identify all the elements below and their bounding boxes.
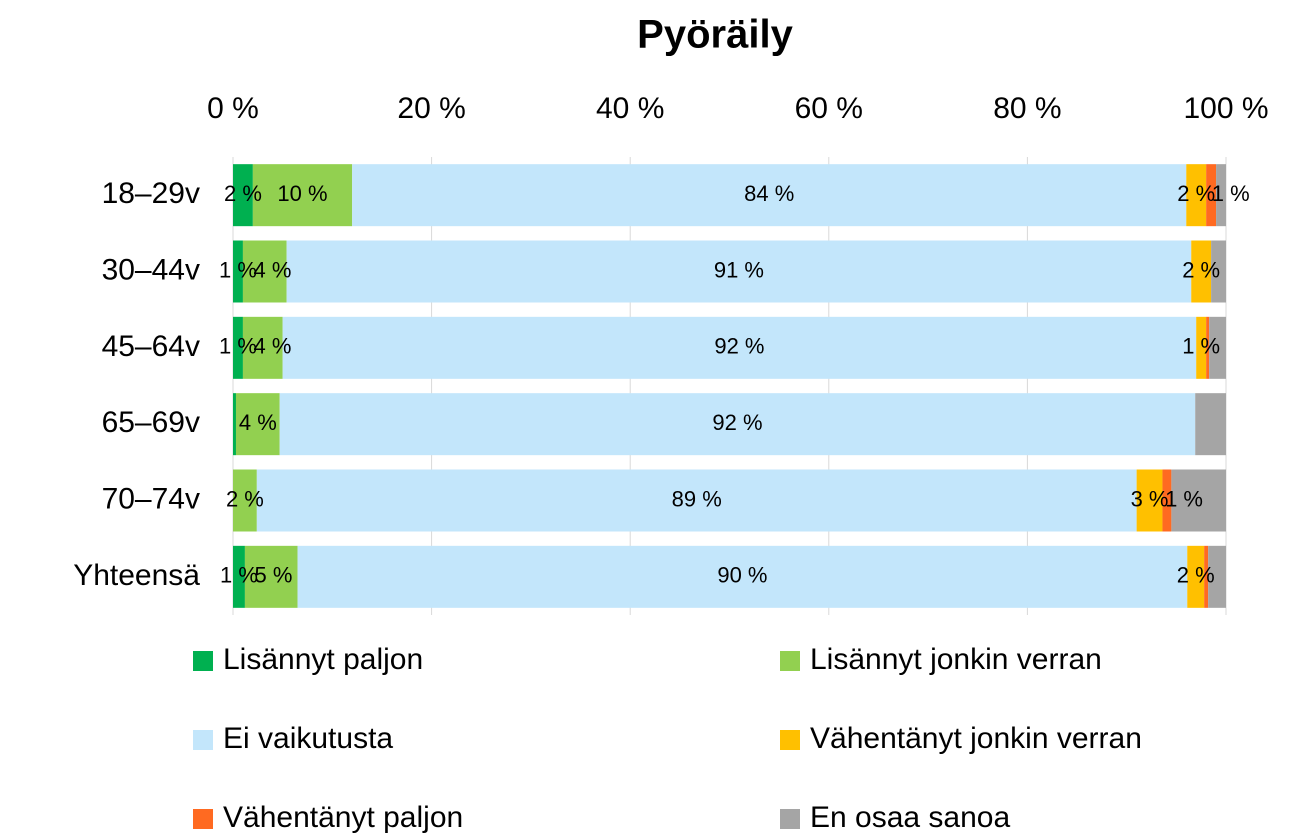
bar-segment bbox=[233, 545, 245, 608]
bar-segment bbox=[1204, 545, 1209, 608]
bar-segment bbox=[1216, 164, 1226, 227]
data-label: 84 % bbox=[744, 181, 794, 206]
data-label: 92 % bbox=[714, 334, 764, 359]
bar-segment bbox=[1206, 164, 1217, 227]
data-label: 4 % bbox=[254, 257, 292, 282]
y-tick-label: 65–69v bbox=[102, 406, 200, 439]
bar-segment bbox=[1136, 469, 1163, 532]
data-label: 2 % bbox=[226, 486, 264, 511]
data-label: 2 % bbox=[1182, 257, 1220, 282]
y-tick-label: 70–74v bbox=[102, 482, 200, 515]
data-label: 1 % bbox=[219, 334, 257, 359]
x-tick-label: 20 % bbox=[397, 92, 465, 125]
bar-segment bbox=[252, 164, 353, 227]
chart-title: Pyöräily bbox=[637, 13, 793, 57]
x-tick-label: 80 % bbox=[993, 92, 1061, 125]
data-label: 91 % bbox=[714, 257, 764, 282]
bar-segment bbox=[297, 545, 1188, 608]
bar-segment bbox=[256, 469, 1137, 532]
bar-segment bbox=[1195, 393, 1226, 456]
data-label: 2 % bbox=[1177, 563, 1215, 588]
bar-segment bbox=[286, 240, 1192, 303]
bar-segment bbox=[1162, 469, 1172, 532]
legend-swatch bbox=[193, 651, 213, 671]
bar-segment bbox=[233, 393, 236, 456]
data-label: 2 % bbox=[1177, 181, 1215, 206]
bar-segment bbox=[1187, 545, 1205, 608]
data-label: 1 % bbox=[1212, 181, 1250, 206]
x-tick-label: 100 % bbox=[1183, 92, 1268, 125]
bar-segment bbox=[1206, 316, 1210, 379]
bar-segment bbox=[233, 240, 243, 303]
bar-segment bbox=[1208, 545, 1226, 608]
bar-segment bbox=[1196, 316, 1207, 379]
legend-swatch bbox=[193, 809, 213, 829]
data-label: 1 % bbox=[1182, 334, 1220, 359]
data-label: 1 % bbox=[219, 257, 257, 282]
data-label: 2 % bbox=[224, 181, 262, 206]
data-label: 1 % bbox=[1165, 486, 1203, 511]
data-label: 4 % bbox=[239, 410, 277, 435]
bar-segment bbox=[1211, 240, 1226, 303]
bar-segment bbox=[352, 164, 1187, 227]
data-label: 3 % bbox=[1131, 486, 1169, 511]
x-tick-label: 60 % bbox=[795, 92, 863, 125]
bar-segment bbox=[1191, 240, 1212, 303]
legend-label: Vähentänyt paljon bbox=[223, 801, 463, 834]
legend-label: En osaa sanoa bbox=[810, 801, 1010, 834]
data-label: 92 % bbox=[712, 410, 762, 435]
bar-segment bbox=[242, 240, 287, 303]
y-tick-label: 45–64v bbox=[102, 330, 200, 363]
data-label: 89 % bbox=[672, 486, 722, 511]
legend-label: Ei vaikutusta bbox=[223, 722, 393, 755]
x-tick-label: 0 % bbox=[207, 92, 259, 125]
y-tick-label: 30–44v bbox=[102, 253, 200, 286]
data-label: 5 % bbox=[254, 563, 292, 588]
data-label: 4 % bbox=[254, 334, 292, 359]
bar-segment bbox=[1209, 316, 1226, 379]
legend-label: Vähentänyt jonkin verran bbox=[810, 722, 1142, 755]
legend-swatch bbox=[780, 651, 800, 671]
bar-segment bbox=[233, 164, 253, 227]
y-tick-label: 18–29v bbox=[102, 177, 200, 210]
bar-segment bbox=[242, 316, 283, 379]
bar-segment bbox=[233, 469, 257, 532]
legend-label: Lisännyt jonkin verran bbox=[810, 643, 1102, 676]
bar-segment bbox=[279, 393, 1196, 456]
legend-swatch bbox=[780, 730, 800, 750]
bar-segment bbox=[244, 545, 298, 608]
legend-swatch bbox=[780, 809, 800, 829]
data-label: 1 % bbox=[220, 563, 258, 588]
bar-segment bbox=[282, 316, 1197, 379]
bar-segment bbox=[1186, 164, 1207, 227]
bar-segment bbox=[233, 316, 243, 379]
bar-segment bbox=[235, 393, 280, 456]
legend-label: Lisännyt paljon bbox=[223, 643, 423, 676]
legend-swatch bbox=[193, 730, 213, 750]
x-tick-label: 40 % bbox=[596, 92, 664, 125]
data-label: 10 % bbox=[277, 181, 327, 206]
data-label: 90 % bbox=[717, 563, 767, 588]
bar-segment bbox=[1171, 469, 1226, 532]
y-tick-label: Yhteensä bbox=[73, 559, 200, 592]
